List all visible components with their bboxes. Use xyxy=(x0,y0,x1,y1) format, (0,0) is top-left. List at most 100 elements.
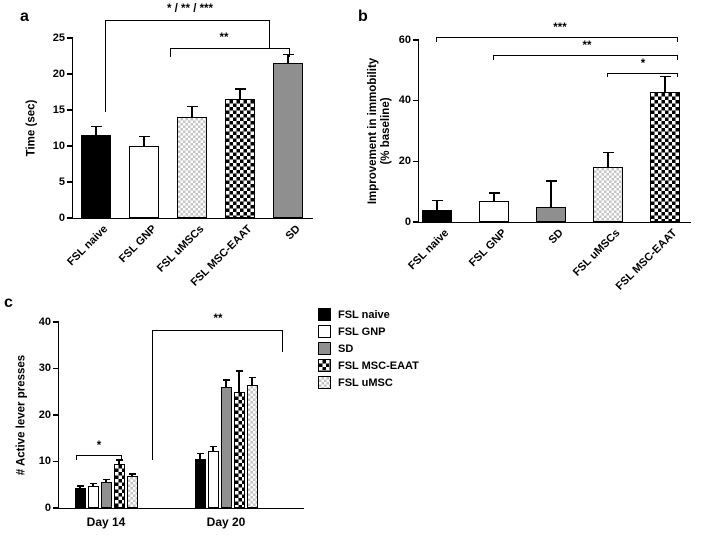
legend-label: SD xyxy=(338,342,354,355)
y-tick xyxy=(53,507,59,509)
legend: FSL naive FSL GNP SD FSL MSC-EAAT FSL uMSC xyxy=(318,308,419,393)
error-bar-cap xyxy=(115,459,123,461)
sig-line xyxy=(120,455,122,460)
sig-line xyxy=(105,20,107,112)
legend-item: FSL uMSC xyxy=(318,376,419,389)
y-tick xyxy=(53,414,59,416)
sig-line xyxy=(281,330,283,352)
y-tick-label: 60 xyxy=(398,33,411,46)
error-bar xyxy=(493,193,495,201)
sig-line xyxy=(288,48,290,57)
y-tick xyxy=(67,145,73,147)
x-category-text: FSL MSC-EAAT xyxy=(613,227,680,293)
legend-label: FSL naive xyxy=(338,308,390,321)
bar-white xyxy=(87,485,99,508)
y-tick-label: 30 xyxy=(38,362,51,374)
y-tick xyxy=(67,109,73,111)
x-category-text: FSL uMSCs xyxy=(154,223,207,275)
sig-label: ** xyxy=(219,32,229,44)
sig-line xyxy=(76,455,78,460)
bar-light-check xyxy=(246,384,258,508)
error-bar-cap xyxy=(602,151,614,153)
y-tick xyxy=(413,39,419,41)
error-bar-cap xyxy=(248,377,256,379)
error-bar xyxy=(238,370,240,392)
y-tick-label: 0 xyxy=(404,215,411,228)
error-bar-cap xyxy=(102,478,110,481)
sig-line xyxy=(607,73,678,75)
y-tick xyxy=(413,160,419,163)
legend-label: FSL MSC-EAAT xyxy=(338,359,419,372)
x-group-label: Day 20 xyxy=(206,515,246,529)
x-category-text: FSL uMSCs xyxy=(570,227,623,279)
error-bar xyxy=(251,377,253,385)
error-bar xyxy=(79,486,81,489)
legend-swatch xyxy=(318,359,331,372)
error-bar xyxy=(239,89,241,100)
sig-line xyxy=(676,73,678,77)
bar-black xyxy=(74,488,86,508)
sig-line xyxy=(105,20,270,22)
sig-label: * xyxy=(640,58,646,70)
sig-line xyxy=(493,55,678,57)
sig-line xyxy=(436,37,438,42)
y-tick xyxy=(67,181,73,183)
sig-label: * / ** / *** xyxy=(166,3,214,15)
error-bar xyxy=(131,474,133,477)
x-category-text: SD xyxy=(283,223,303,243)
sig-label: * xyxy=(96,440,102,452)
error-bar-cap xyxy=(222,379,230,381)
y-tick-label: 25 xyxy=(52,31,65,44)
y-tick-label: 20 xyxy=(38,408,51,421)
error-bar xyxy=(92,483,94,486)
y-tick xyxy=(413,99,419,102)
bar-black xyxy=(81,135,111,218)
error-bar-cap xyxy=(128,473,136,475)
y-tick-label: 10 xyxy=(52,139,65,152)
error-bar-cap xyxy=(186,105,198,108)
y-tick-label: 0 xyxy=(44,501,51,514)
y-tick-label: 40 xyxy=(398,94,411,107)
y-tick-label: 0 xyxy=(58,211,65,224)
x-category-text: FSL naive xyxy=(65,223,111,269)
sig-label: *** xyxy=(553,22,567,34)
error-bar xyxy=(95,126,97,136)
sig-line xyxy=(170,48,172,57)
sig-line xyxy=(76,455,122,457)
error-bar-cap xyxy=(90,125,102,128)
y-tick-label: 5 xyxy=(58,175,65,188)
bar-check xyxy=(225,99,255,218)
bar-gray xyxy=(536,206,566,222)
legend-item: SD xyxy=(318,342,419,355)
panel-c-letter: c xyxy=(4,294,13,311)
bar-check xyxy=(650,91,680,222)
sig-line xyxy=(152,330,283,332)
sig-line xyxy=(676,55,678,60)
legend-swatch xyxy=(318,342,331,355)
error-bar xyxy=(225,380,227,388)
error-bar-cap xyxy=(234,88,246,90)
y-axis-label-b: Improvement in immobility (% baseline) xyxy=(367,58,393,204)
y-tick xyxy=(53,460,59,463)
bar-check xyxy=(113,463,125,508)
error-bar-cap xyxy=(138,135,150,138)
error-bar-cap xyxy=(235,370,243,372)
y-axis-label-b-line2: (% baseline) xyxy=(380,97,392,165)
error-bar xyxy=(607,152,609,168)
panel-a-letter: a xyxy=(20,8,29,25)
legend-item: FSL GNP xyxy=(318,325,419,338)
sig-line xyxy=(268,20,270,49)
sig-line xyxy=(607,73,609,77)
x-category-text: FSL naive xyxy=(406,227,452,273)
bar-black xyxy=(194,459,206,508)
bar-light-check xyxy=(126,476,138,508)
error-bar xyxy=(436,200,438,210)
sig-line xyxy=(436,37,678,39)
sig-label: ** xyxy=(582,40,592,52)
sig-line xyxy=(170,48,290,50)
y-axis-label-b-line1: Improvement in immobility xyxy=(367,57,379,205)
error-bar xyxy=(664,76,666,92)
legend-swatch xyxy=(318,376,331,389)
bar-black xyxy=(422,209,452,222)
